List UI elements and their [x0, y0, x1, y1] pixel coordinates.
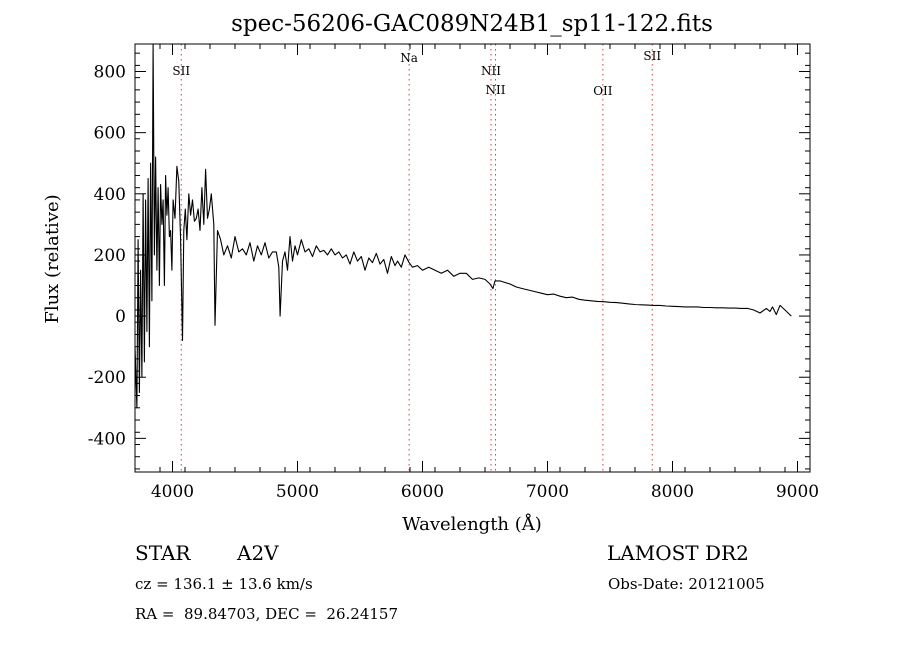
- y-tick-label: 400: [94, 185, 126, 205]
- x-tick-label: 6000: [401, 482, 444, 502]
- x-tick-label: 8000: [651, 482, 694, 502]
- emission-line-label: Na: [400, 51, 418, 65]
- y-tick-label: 0: [115, 307, 126, 327]
- spectrum-line: [134, 43, 792, 409]
- x-axis-label: Wavelength (Å): [402, 513, 542, 535]
- y-tick-label: 200: [94, 246, 126, 266]
- object-class: STAR: [135, 541, 191, 565]
- y-tick-label: -400: [88, 429, 126, 449]
- survey-name: LAMOST DR2: [607, 541, 749, 565]
- x-tick-label: 7000: [526, 482, 569, 502]
- emission-line-label: SII: [643, 49, 661, 63]
- y-tick-label: -200: [88, 368, 126, 388]
- object-subclass: A2V: [237, 541, 279, 565]
- y-axis-label: Flux (relative): [42, 194, 63, 323]
- y-tick-label: 600: [94, 124, 126, 144]
- chart-title: spec-56206-GAC089N24B1_sp11-122.fits: [231, 11, 713, 37]
- x-tick-label: 5000: [276, 482, 319, 502]
- emission-line-label: SII: [172, 64, 190, 78]
- x-tick-label: 9000: [776, 482, 819, 502]
- emission-line-markers: SII Na NII NII OII SII: [172, 44, 661, 472]
- x-tick-label: 4000: [151, 482, 194, 502]
- emission-line-label: OII: [593, 84, 613, 98]
- sky-coordinates: RA = 89.84703, DEC = 26.24157: [135, 605, 399, 623]
- emission-line-label: NII: [481, 64, 501, 78]
- emission-line-label: NII: [486, 83, 506, 97]
- y-tick-label: 800: [94, 63, 126, 83]
- plot-frame: [134, 43, 811, 473]
- redshift-cz: cz = 136.1 ± 13.6 km/s: [135, 575, 313, 593]
- observation-date: Obs-Date: 20121005: [608, 575, 765, 593]
- axes: 4000 5000 6000 7000 8000 9000 -400 -200 0 200 400 6…: [88, 43, 819, 502]
